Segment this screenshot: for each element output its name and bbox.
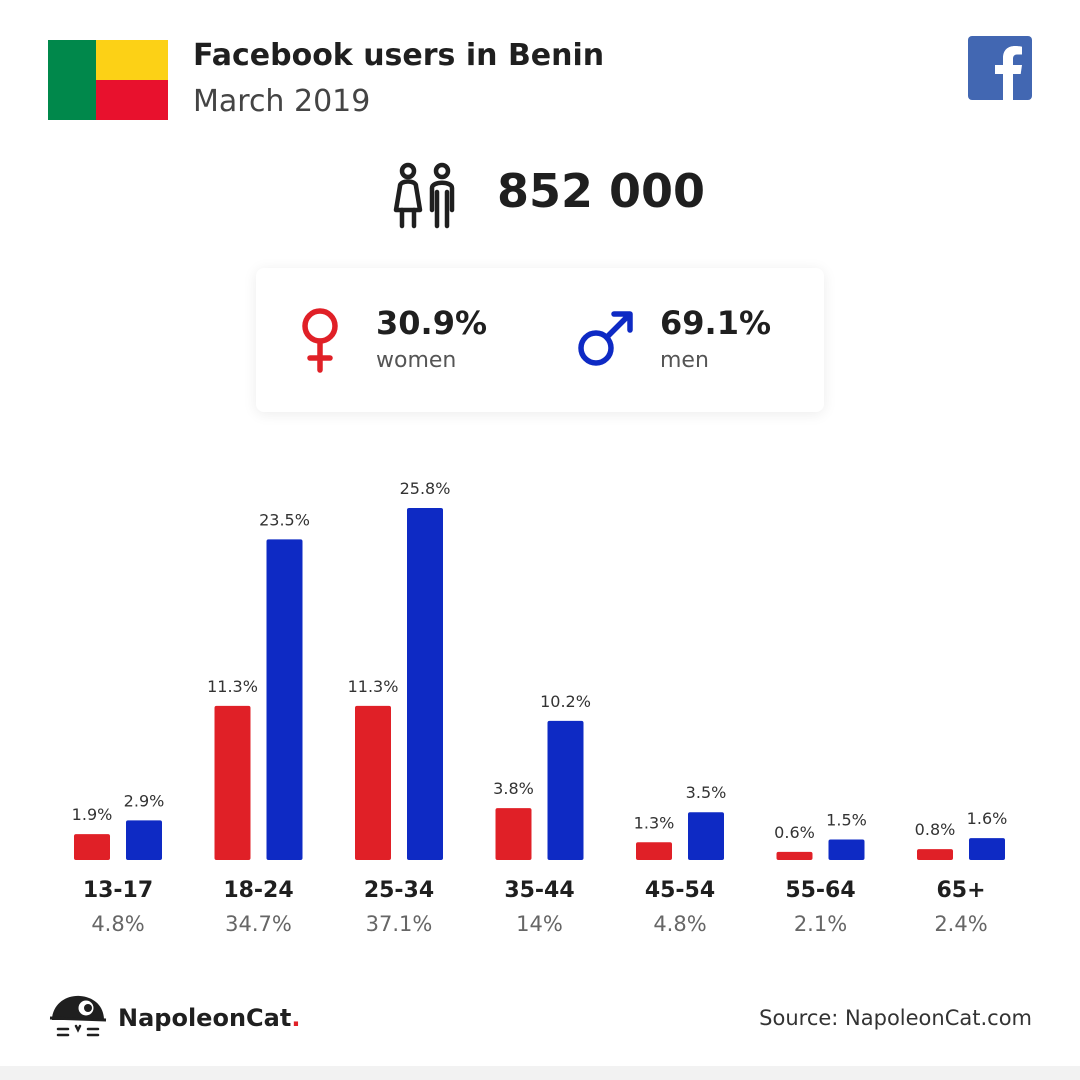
- facebook-icon: [968, 36, 1032, 100]
- bar-men-45-54: [688, 812, 724, 860]
- data-label-women-45-54: 1.3%: [634, 813, 675, 832]
- brand-name-text: NapoleonCat: [118, 1004, 292, 1032]
- page-title: Facebook users in Benin: [193, 38, 605, 73]
- age-group-total: 34.7%: [225, 912, 292, 936]
- data-label-women-65+: 0.8%: [915, 820, 956, 839]
- bottom-bar: [0, 1066, 1080, 1080]
- brand-dot: .: [291, 1004, 301, 1032]
- gender-breakdown-card: 30.9% women 69.1% men: [256, 268, 824, 412]
- male-icon: [576, 308, 640, 378]
- female-icon: [296, 304, 360, 374]
- age-group-label: 65+: [936, 878, 986, 903]
- users-icon: [388, 162, 464, 232]
- data-label-women-25-34: 11.3%: [348, 677, 399, 696]
- brand-name: NapoleonCat.: [118, 1004, 300, 1032]
- napoleoncat-icon: [48, 992, 108, 1044]
- data-label-men-55-64: 1.5%: [826, 811, 867, 830]
- bar-women-55-64: [776, 851, 813, 860]
- bar-men-65+: [969, 838, 1005, 860]
- flag-green-band: [48, 40, 96, 120]
- age-group-total: 37.1%: [365, 912, 433, 936]
- total-users-value: 852 000: [497, 164, 706, 218]
- men-percent: 69.1%: [660, 304, 772, 342]
- age-group-label: 35-44: [504, 878, 575, 903]
- data-label-women-13-17: 1.9%: [72, 805, 113, 824]
- women-percent: 30.9%: [376, 304, 488, 342]
- data-label-men-65+: 1.6%: [967, 809, 1008, 828]
- source-text: Source: NapoleonCat.com: [759, 1006, 1032, 1030]
- bar-women-25-34: [355, 705, 391, 860]
- flag-yellow-band: [96, 40, 168, 80]
- age-group-total: 4.8%: [91, 912, 145, 936]
- data-label-men-45-54: 3.5%: [686, 783, 727, 802]
- bar-men-18-24: [266, 539, 303, 860]
- age-group-label: 13-17: [82, 878, 154, 903]
- age-group-total: 14%: [516, 912, 563, 936]
- data-label-women-55-64: 0.6%: [774, 823, 815, 842]
- bar-women-35-44: [495, 808, 532, 860]
- age-gender-bar-chart: 1.9% 2.9% 11.3% 23.5% 11.3% 25.8% 3.8% 10.2% 1.3…: [72, 479, 1008, 860]
- bar-women-18-24: [214, 705, 251, 860]
- age-group-label: 45-54: [644, 878, 716, 903]
- bar-women-13-17: [74, 834, 110, 860]
- flag-red-band: [96, 80, 168, 120]
- age-group-label: 55-64: [785, 878, 856, 903]
- data-label-men-35-44: 10.2%: [540, 692, 591, 711]
- bar-women-45-54: [636, 842, 672, 860]
- bar-men-25-34: [407, 508, 443, 860]
- age-group-total: 2.4%: [934, 912, 988, 936]
- women-label: women: [376, 348, 457, 373]
- bar-men-35-44: [547, 720, 584, 860]
- data-label-men-18-24: 23.5%: [259, 510, 310, 529]
- age-group-total: 4.8%: [653, 912, 707, 936]
- data-label-women-35-44: 3.8%: [493, 779, 534, 798]
- page-subtitle: March 2019: [193, 84, 371, 119]
- data-label-men-25-34: 25.8%: [400, 479, 451, 498]
- data-label-women-18-24: 11.3%: [207, 677, 258, 696]
- age-group-label: 18-24: [223, 878, 294, 903]
- data-label-men-13-17: 2.9%: [124, 791, 165, 810]
- age-group-total: 2.1%: [793, 912, 848, 936]
- bar-women-65+: [917, 849, 953, 860]
- bar-men-55-64: [828, 839, 865, 860]
- age-group-label: 25-34: [363, 878, 435, 903]
- men-label: men: [660, 348, 709, 373]
- benin-flag-icon: [48, 40, 168, 120]
- bar-men-13-17: [126, 820, 162, 860]
